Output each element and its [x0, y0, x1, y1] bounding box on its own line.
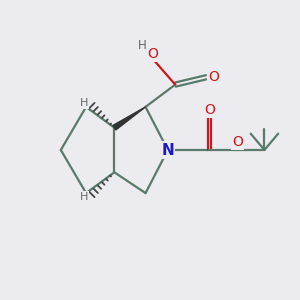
Text: O: O	[204, 103, 215, 117]
Text: O: O	[148, 47, 158, 61]
Text: H: H	[80, 192, 88, 202]
Text: O: O	[208, 70, 219, 84]
Text: O: O	[232, 135, 243, 149]
Text: H: H	[80, 98, 88, 108]
Text: H: H	[138, 40, 146, 52]
Polygon shape	[113, 107, 146, 130]
Text: N: N	[161, 142, 174, 158]
